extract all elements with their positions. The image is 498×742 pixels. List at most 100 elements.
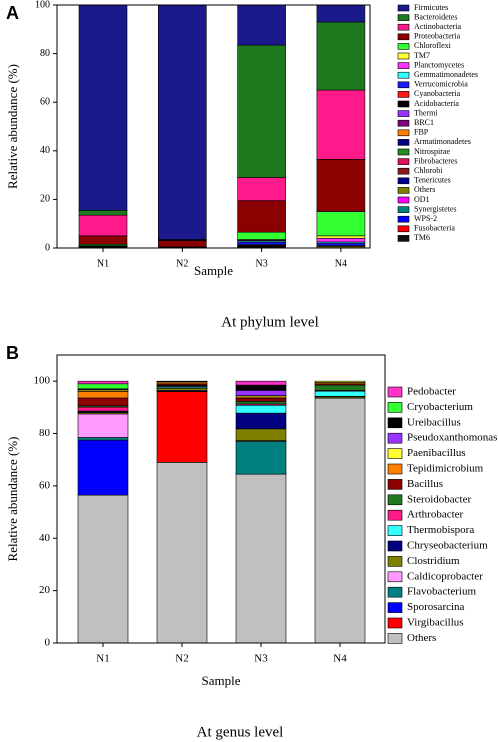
y-tick-label: 100	[35, 0, 50, 10]
y-tick-label: 80	[40, 48, 50, 59]
bar-segment	[235, 384, 287, 391]
legend-label: Verrucomicrobia	[414, 80, 468, 89]
x-tick-label: N2	[175, 653, 188, 665]
legend-label: Armatimonadetes	[414, 137, 471, 146]
legend-label: Planctomycetes	[414, 60, 464, 69]
legend-label: Actinobacteria	[414, 22, 462, 31]
bar-segment	[77, 439, 129, 496]
y-axis-label: Relative abundance (%)	[5, 64, 20, 189]
legend-swatch	[397, 43, 410, 50]
legend-swatch	[397, 148, 410, 156]
y-tick-label: 60	[40, 96, 50, 107]
x-tick-label: N1	[96, 653, 109, 665]
bar-segment	[316, 235, 366, 239]
bar-segment	[78, 210, 128, 216]
legend-swatch	[387, 586, 403, 598]
legend-label: Clostridium	[407, 555, 460, 567]
legend-swatch	[397, 177, 410, 185]
legend-label: Thermi	[414, 108, 438, 117]
legend-swatch	[397, 110, 410, 117]
bar-segment	[237, 44, 286, 178]
panel-caption: At phylum level	[221, 314, 319, 330]
legend-swatch	[397, 215, 410, 223]
legend-swatch	[397, 235, 410, 242]
legend-swatch	[387, 463, 403, 475]
x-tick-label: N2	[176, 258, 188, 269]
legend-label: Others	[414, 185, 435, 194]
legend-swatch	[387, 494, 403, 506]
legend-label: Flavobacterium	[407, 586, 476, 598]
legend-swatch	[397, 100, 410, 108]
bar-segment	[77, 494, 129, 644]
y-tick-label: 100	[34, 375, 51, 387]
x-tick-label: N4	[335, 258, 347, 269]
bar-segment	[235, 380, 287, 386]
bar-segment	[316, 4, 366, 23]
y-axis-label: Relative abundance (%)	[5, 437, 20, 562]
y-tick-label: 20	[39, 584, 51, 596]
legend-swatch	[397, 4, 410, 12]
bar-segment	[77, 413, 129, 438]
y-tick-label: 0	[45, 637, 51, 649]
legend-label: Nitrospirae	[414, 147, 450, 156]
bar-segment	[235, 404, 287, 414]
legend-swatch	[387, 448, 403, 459]
legend-label: Caldicoprobacter	[407, 570, 483, 582]
legend-swatch	[387, 479, 403, 490]
y-tick-label: 20	[40, 194, 50, 205]
legend-label: Paenibacillus	[407, 447, 466, 459]
legend-label: FBP	[414, 128, 429, 137]
bar-segment	[314, 384, 366, 391]
legend-swatch	[397, 139, 410, 146]
legend-swatch	[397, 91, 410, 98]
bar-segment	[314, 390, 366, 397]
plot-frame	[56, 354, 386, 644]
legend-swatch	[387, 571, 403, 583]
legend-label: BRC1	[414, 118, 434, 127]
legend-label: Thermobispora	[407, 524, 474, 536]
bar-segment	[77, 406, 129, 412]
y-tick-label: 60	[39, 479, 51, 491]
x-tick-label: N4	[333, 653, 347, 665]
bar-segment	[316, 21, 366, 91]
bar-segment	[237, 177, 286, 201]
legend-swatch	[397, 225, 410, 233]
legend-swatch	[387, 556, 403, 567]
bar-segment	[235, 397, 287, 402]
legend-label: Bacillus	[407, 478, 443, 490]
y-tick-label: 80	[39, 427, 51, 439]
legend-swatch	[387, 540, 403, 552]
panel-caption: At genus level	[197, 724, 284, 740]
panel-label: B	[6, 343, 19, 363]
legend-swatch	[387, 633, 403, 644]
bar-segment	[235, 473, 287, 644]
legend-label: TM6	[414, 233, 430, 242]
legend-swatch	[397, 187, 410, 194]
legend-label: Tenericutes	[414, 176, 451, 185]
legend-swatch	[397, 62, 410, 69]
legend-label: OD1	[414, 195, 430, 204]
bar-segment	[237, 231, 286, 240]
y-tick-label: 40	[39, 532, 51, 544]
legend-label: TM7	[414, 51, 430, 60]
legend-swatch	[387, 617, 403, 629]
bar-segment	[158, 4, 207, 240]
bar-segment	[314, 397, 366, 644]
legend-label: Arthrobacter	[407, 509, 464, 521]
bar-segment	[235, 390, 287, 396]
bar-segment	[316, 211, 366, 237]
legend-label: Chryseobacterium	[407, 540, 488, 552]
legend-swatch	[397, 158, 410, 165]
legend-swatch	[387, 525, 403, 536]
legend-label: Pedobacter	[407, 386, 456, 398]
legend-label: Ureibacillus	[407, 416, 461, 428]
legend-swatch	[397, 81, 410, 89]
legend-label: Acidobacteria	[414, 99, 459, 108]
panel-label: A	[6, 3, 19, 23]
bar-segment	[156, 462, 208, 644]
legend-label: Chlorobi	[414, 166, 443, 175]
bar-segment	[237, 4, 286, 46]
plot-frame	[56, 4, 371, 249]
legend-label: Synergistetes	[414, 204, 457, 213]
legend-label: Steroidobacter	[407, 493, 471, 505]
